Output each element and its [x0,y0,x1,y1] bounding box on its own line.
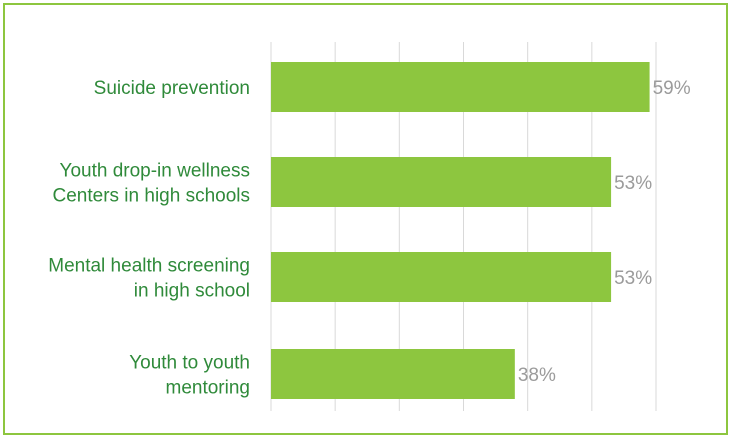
category-label: Centers in high schools [53,186,251,207]
bar [271,157,612,207]
value-label: 53% [614,268,652,289]
value-label: 53% [614,173,652,194]
category-label: Youth drop-in wellness [60,161,250,182]
category-label: Youth to youth [129,353,250,374]
category-label: Mental health screening [48,256,250,277]
value-label: 38% [518,365,556,386]
value-label: 59% [653,78,691,99]
category-label: in high school [134,281,250,302]
category-label: mentoring [166,378,251,399]
bar [271,252,612,302]
bar [271,349,515,399]
bar [271,62,650,112]
category-label: Suicide prevention [94,78,250,99]
